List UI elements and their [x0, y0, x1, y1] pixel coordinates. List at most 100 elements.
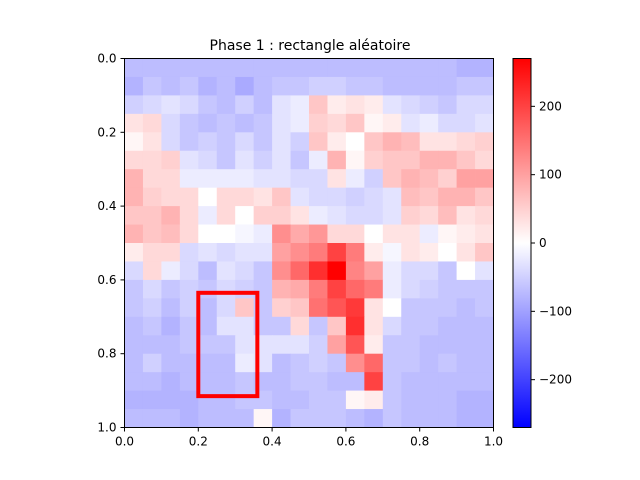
heatmap-cell: [272, 316, 291, 336]
heatmap-cell: [272, 58, 291, 78]
heatmap-cell: [309, 58, 328, 78]
heatmap-cell: [290, 353, 310, 373]
heatmap-cell: [419, 261, 439, 281]
x-tick-label: 0.4: [263, 435, 282, 449]
heatmap-cell: [272, 409, 291, 428]
heatmap-cell: [345, 187, 365, 207]
heatmap-cell: [124, 113, 144, 133]
heatmap-cell: [327, 113, 347, 133]
heatmap-cell: [475, 390, 494, 410]
heatmap-cell: [364, 279, 384, 299]
heatmap-cell: [401, 95, 421, 115]
heatmap-cell: [124, 353, 144, 373]
heatmap-cell: [364, 409, 384, 428]
heatmap-cell: [235, 279, 255, 299]
heatmap-cell: [272, 353, 291, 373]
heatmap-cell: [419, 150, 439, 170]
heatmap-cell: [345, 243, 365, 262]
heatmap-cell: [290, 409, 310, 428]
heatmap-cell: [419, 390, 439, 410]
heatmap-cell: [364, 150, 384, 170]
plot-frame: [124, 58, 494, 428]
heatmap-cell: [179, 261, 199, 281]
heatmap-cell: [198, 298, 218, 318]
heatmap-cell: [198, 169, 218, 189]
heatmap-cell: [161, 261, 181, 281]
heatmap-cell: [235, 390, 255, 410]
heatmap-cell: [401, 224, 421, 244]
heatmap-cell: [124, 390, 144, 410]
heatmap-cell: [475, 372, 494, 391]
heatmap-cell: [382, 372, 402, 391]
heatmap-cell: [309, 353, 328, 373]
heatmap-cell: [124, 206, 144, 225]
heatmap-cell: [438, 169, 457, 189]
heatmap-cell: [272, 113, 291, 133]
heatmap-cell: [382, 298, 402, 318]
heatmap-cell: [309, 206, 328, 225]
heatmap-cell: [124, 372, 144, 391]
heatmap-cell: [401, 58, 421, 78]
heatmap-cell: [290, 150, 310, 170]
heatmap-cell: [438, 261, 457, 281]
heatmap-cell: [327, 243, 347, 262]
heatmap-cell: [198, 206, 218, 225]
heatmap-cell: [438, 187, 457, 207]
heatmap-cell: [198, 353, 218, 373]
heatmap-cell: [179, 390, 199, 410]
heatmap-cell: [475, 132, 494, 152]
heatmap-cell: [142, 206, 162, 225]
heatmap-cell: [290, 95, 310, 115]
heatmap-cell: [216, 113, 236, 133]
heatmap-cell: [235, 150, 255, 170]
heatmap-cell: [456, 335, 476, 355]
heatmap-cell: [419, 95, 439, 115]
heatmap-cell: [401, 390, 421, 410]
heatmap-cell: [419, 187, 439, 207]
heatmap-cell: [309, 150, 328, 170]
heatmap-cell: [124, 95, 144, 115]
heatmap-cell: [161, 76, 181, 96]
heatmap-cell: [401, 243, 421, 262]
heatmap-cell: [198, 113, 218, 133]
heatmap-cell: [142, 372, 162, 391]
heatmap-cell: [290, 113, 310, 133]
highlight-rectangle: [196, 290, 260, 399]
heatmap-cell: [475, 113, 494, 133]
heatmap-cell: [382, 113, 402, 133]
heatmap-cell: [382, 150, 402, 170]
heatmap-cell: [216, 335, 236, 355]
heatmap-cell: [235, 261, 255, 281]
heatmap-cell: [401, 316, 421, 336]
heatmap-cell: [456, 372, 476, 391]
heatmap-cell: [198, 409, 218, 428]
heatmap-cell: [438, 298, 457, 318]
heatmap-cell: [456, 409, 476, 428]
heatmap-cell: [253, 169, 273, 189]
heatmap-cell: [438, 224, 457, 244]
colorbar: [512, 58, 532, 428]
heatmap-cell: [161, 169, 181, 189]
heatmap-cell: [179, 243, 199, 262]
heatmap-cell: [364, 58, 384, 78]
heatmap-cell: [124, 224, 144, 244]
heatmap-cell: [364, 113, 384, 133]
heatmap-cell: [198, 187, 218, 207]
heatmap-cell: [382, 224, 402, 244]
heatmap-cell: [345, 169, 365, 189]
heatmap-cell: [438, 372, 457, 391]
heatmap-cell: [235, 335, 255, 355]
heatmap-cell: [253, 132, 273, 152]
heatmap-cell: [290, 279, 310, 299]
heatmap-cell: [456, 187, 476, 207]
heatmap-cell: [438, 76, 457, 96]
heatmap-cell: [382, 353, 402, 373]
heatmap-cell: [290, 298, 310, 318]
heatmap-cell: [272, 224, 291, 244]
heatmap-cell: [290, 316, 310, 336]
heatmap-cell: [142, 298, 162, 318]
heatmap-cell: [401, 187, 421, 207]
heatmap-cell: [382, 335, 402, 355]
heatmap-cell: [456, 206, 476, 225]
heatmap-cell: [327, 95, 347, 115]
